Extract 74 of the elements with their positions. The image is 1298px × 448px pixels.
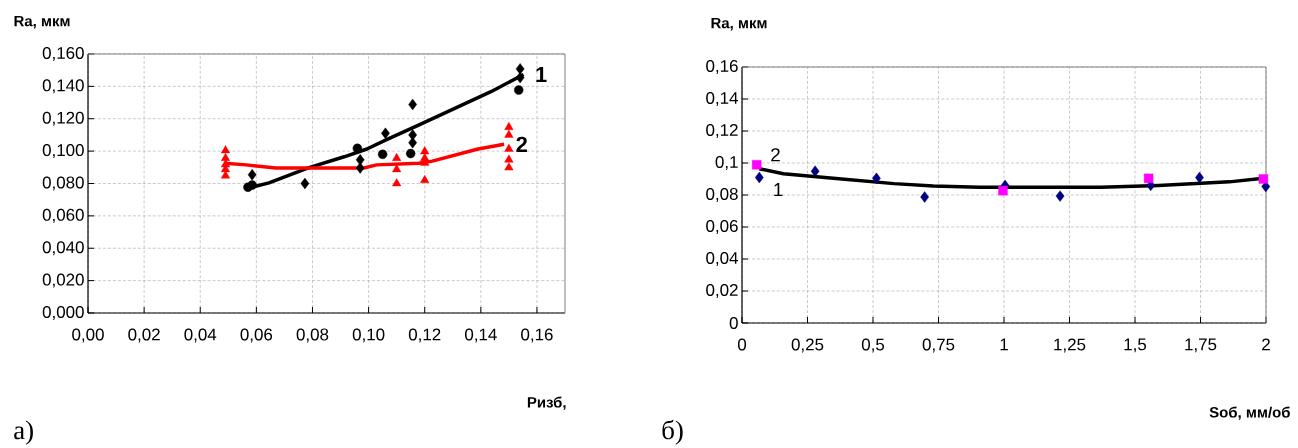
point: [1258, 174, 1269, 184]
x-tick-label: 0,75: [922, 338, 955, 353]
point: [504, 121, 514, 130]
x-tick-label: 0,02: [128, 328, 160, 343]
point: [1143, 173, 1154, 184]
x-tick-label: 1,75: [1185, 338, 1217, 353]
x-tick-label: 0,25: [791, 338, 824, 353]
y-tick-label: 0,08: [706, 187, 738, 202]
y-tick-label: 0,14: [706, 91, 738, 106]
x-tick-label: 1,5: [1124, 338, 1147, 353]
x-tick-label: 0,16: [521, 328, 553, 343]
point: [392, 178, 402, 187]
y-tick-label: 0,060: [42, 208, 84, 223]
point: [752, 160, 762, 170]
y-tick-label: 0,04: [706, 251, 738, 266]
series-label: 1: [536, 67, 547, 83]
point: [515, 63, 525, 75]
point: [998, 185, 1008, 196]
x-tick-label: 0,06: [240, 328, 273, 343]
point: [247, 180, 257, 190]
point: [300, 177, 310, 190]
point: [220, 145, 231, 154]
point: [355, 162, 365, 174]
y-tick-label: 0,160: [42, 46, 84, 61]
point: [381, 127, 390, 139]
x-tick-label: 0,12: [408, 328, 441, 343]
point: [504, 129, 514, 138]
y-tick-label: 0,080: [42, 176, 84, 191]
y-axis-title: Ra, мкм: [14, 15, 70, 29]
x-tick-label: 2: [1262, 338, 1270, 351]
y-tick-label: 0,06: [706, 219, 738, 234]
point: [408, 137, 417, 149]
point: [810, 165, 820, 177]
x-tick-label: 0,04: [184, 328, 217, 343]
point: [514, 85, 524, 95]
y-tick-label: 0,16: [706, 59, 738, 74]
x-tick-label: 0,14: [465, 328, 497, 343]
point: [406, 148, 416, 159]
y-tick-label: 0,020: [42, 273, 84, 288]
x-tick-label: 0,5: [861, 338, 885, 353]
text: а): [14, 420, 33, 445]
x-tick-label: 0,10: [352, 328, 385, 343]
point: [392, 153, 402, 161]
x-tick-label: 0,00: [72, 328, 104, 343]
series-label: 2: [516, 136, 527, 152]
y-tick-label: 0,120: [42, 111, 84, 126]
y-tick-label: 0,000: [42, 305, 84, 320]
text: б): [662, 419, 683, 445]
y-tick-label: 0,02: [706, 283, 738, 298]
y-tick-label: 0: [729, 316, 738, 329]
point: [504, 143, 514, 152]
y-tick-label: 0,100: [42, 144, 84, 159]
point: [920, 191, 929, 203]
y-tick-label: 0,140: [42, 79, 84, 94]
point: [1055, 190, 1065, 202]
series-label: 2: [771, 148, 780, 162]
x-tick-label: 0: [737, 338, 747, 351]
x-tick-label: 1: [1000, 338, 1008, 351]
x-axis-title: Sоб, мм/об: [1209, 406, 1290, 420]
point: [504, 154, 514, 163]
point: [420, 146, 430, 155]
point: [377, 149, 388, 160]
point: [504, 162, 514, 171]
series-label: 1: [774, 183, 783, 197]
x-tick-label: 1,25: [1054, 338, 1086, 353]
x-axis-title: Ризб,: [527, 396, 566, 410]
point: [247, 169, 257, 181]
x-tick-label: 0,08: [296, 328, 329, 343]
y-tick-label: 0,040: [42, 241, 84, 256]
y-tick-label: 0,1: [715, 155, 738, 170]
y-axis-title: Ra, мкм: [711, 17, 767, 31]
point: [392, 164, 402, 173]
point: [420, 175, 430, 183]
y-tick-label: 0,12: [706, 123, 738, 138]
